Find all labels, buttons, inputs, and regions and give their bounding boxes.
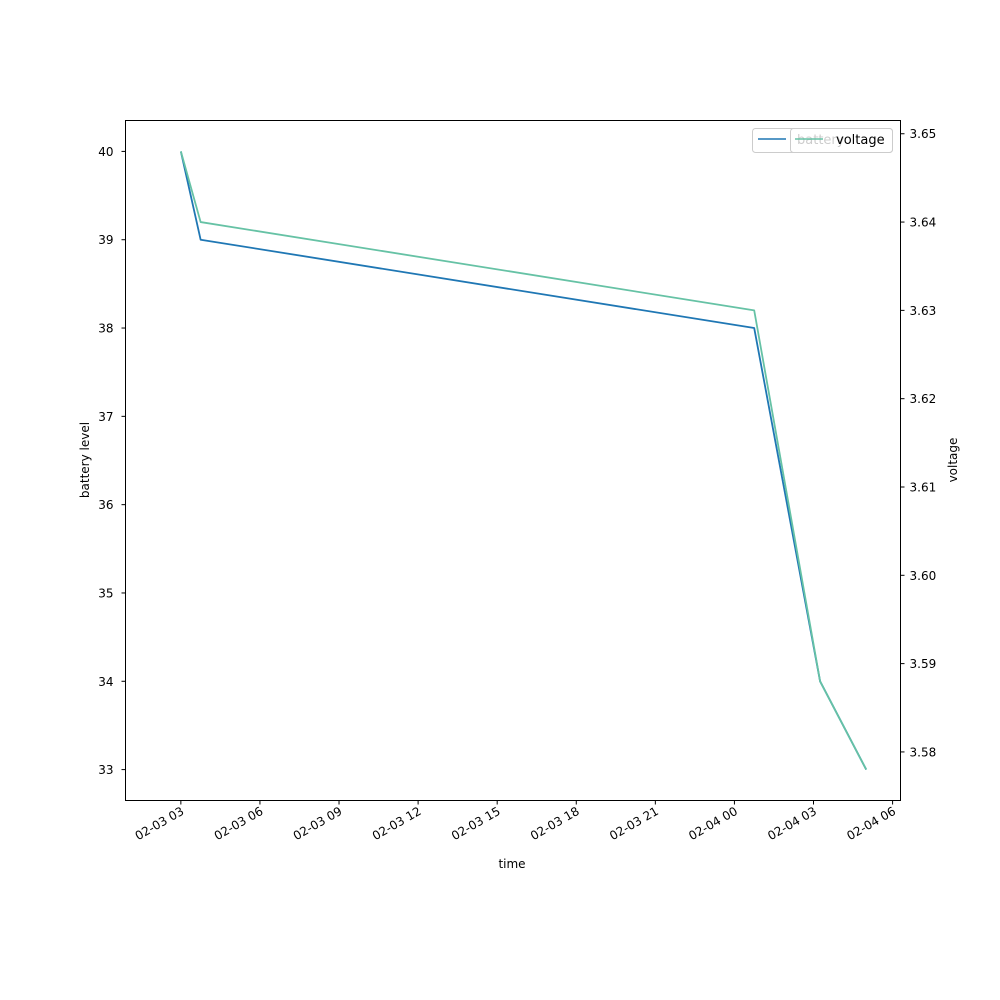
x-tick-label: 02-03 03 — [133, 804, 187, 843]
y-left-tick-label: 38 — [98, 322, 113, 336]
y-left-tick-label: 33 — [98, 763, 113, 777]
x-tick-label: 02-04 03 — [765, 804, 819, 843]
x-tick-label: 02-03 21 — [607, 804, 661, 843]
y-right-tick-label: 3.63 — [910, 304, 937, 318]
y-left-tick-label: 37 — [98, 410, 113, 424]
y-axis-label-left: battery level — [78, 422, 92, 498]
y-axis-label-right: voltage — [946, 438, 960, 483]
y-right-tick-label: 3.65 — [910, 127, 937, 141]
y-right-tick-label: 3.60 — [910, 569, 937, 583]
x-tick-label: 02-03 12 — [370, 804, 424, 843]
y-left-tick-label: 36 — [98, 498, 113, 512]
legend-voltage-label: voltage — [836, 133, 885, 148]
x-tick-label: 02-03 15 — [449, 804, 503, 843]
y-right-tick-label: 3.59 — [910, 657, 937, 671]
x-axis-label: time — [498, 857, 525, 871]
y-axis-left: 33 34 35 36 37 38 39 40 — [98, 145, 126, 777]
y-right-tick-label: 3.64 — [910, 216, 937, 230]
x-tick-label: 02-03 18 — [528, 804, 582, 843]
x-axis: 02-03 03 02-03 06 02-03 09 02-03 12 02-03 15… — [133, 800, 898, 843]
y-right-tick-label: 3.58 — [910, 745, 937, 759]
x-tick-label: 02-03 09 — [291, 804, 345, 843]
y-axis-right: 3.58 3.59 3.60 3.61 3.62 3.63 3.64 3.65 — [900, 127, 937, 759]
y-right-tick-label: 3.62 — [910, 392, 937, 406]
legend-voltage: voltage — [790, 128, 893, 153]
x-tick-label: 02-04 06 — [844, 804, 898, 843]
x-tick-label: 02-04 00 — [686, 804, 740, 843]
x-tick-label: 02-03 06 — [212, 804, 266, 843]
series-line-voltage — [179, 151, 868, 771]
y-right-tick-label: 3.61 — [910, 480, 937, 494]
y-left-tick-label: 35 — [98, 586, 113, 600]
plot-lines — [179, 151, 868, 771]
plot-frame — [125, 120, 901, 801]
y-left-tick-label: 34 — [98, 675, 113, 689]
series-line-battery — [179, 151, 868, 771]
y-left-tick-label: 39 — [98, 233, 113, 247]
y-left-tick-label: 40 — [98, 145, 113, 159]
legend-voltage-box — [790, 128, 893, 153]
